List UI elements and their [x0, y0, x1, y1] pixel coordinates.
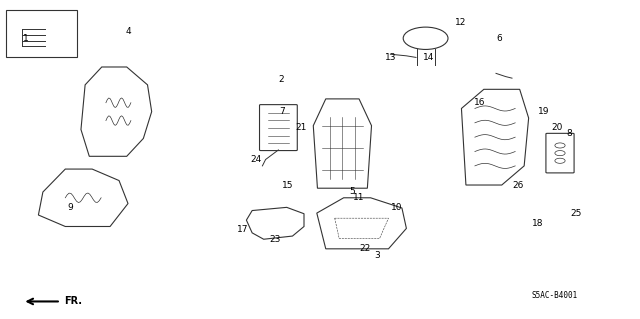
- Text: 9: 9: [68, 203, 73, 212]
- Bar: [6, 10, 77, 57]
- Text: FR.: FR.: [64, 296, 82, 307]
- Text: 1: 1: [23, 34, 28, 43]
- Text: 19: 19: [538, 107, 550, 116]
- Text: 15: 15: [282, 181, 294, 189]
- Text: 5: 5: [349, 187, 355, 196]
- Text: 18: 18: [532, 219, 543, 228]
- Text: 14: 14: [423, 53, 435, 62]
- Text: 13: 13: [385, 53, 396, 62]
- Text: 10: 10: [391, 203, 403, 212]
- Text: 23: 23: [269, 235, 281, 244]
- Text: S5AC-B4001: S5AC-B4001: [531, 291, 577, 300]
- Text: 17: 17: [237, 225, 249, 234]
- Text: 16: 16: [474, 98, 486, 107]
- Text: 26: 26: [513, 181, 524, 189]
- Text: 12: 12: [455, 18, 467, 27]
- Text: 22: 22: [359, 244, 371, 253]
- Text: 21: 21: [295, 123, 307, 132]
- Text: 24: 24: [250, 155, 262, 164]
- Text: 4: 4: [125, 27, 131, 36]
- Text: 11: 11: [353, 193, 364, 202]
- Text: 8: 8: [567, 130, 572, 138]
- Text: 20: 20: [551, 123, 563, 132]
- Text: 2: 2: [279, 75, 284, 84]
- Text: 7: 7: [279, 107, 284, 116]
- Text: 25: 25: [570, 209, 582, 218]
- Text: 3: 3: [375, 251, 380, 260]
- Text: 6: 6: [497, 34, 502, 43]
